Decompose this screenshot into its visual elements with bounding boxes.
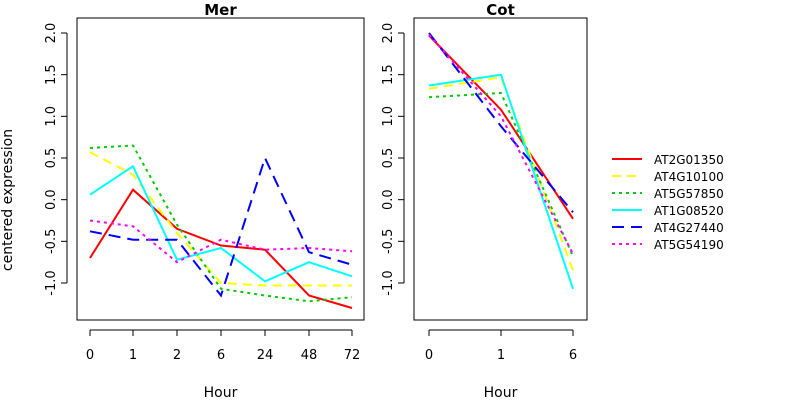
x-tick-label: 0 xyxy=(86,348,94,363)
y-tick-label: 2.0 xyxy=(44,23,59,44)
y-tick-label: 1.5 xyxy=(44,64,59,85)
plot-frame xyxy=(76,17,365,321)
series-line-at2g01350 xyxy=(89,188,353,309)
series-line-at4g27440 xyxy=(428,32,574,213)
series-line-at1g08520 xyxy=(428,73,574,290)
y-tick-label: 1.0 xyxy=(44,106,59,127)
x-tick-label: 6 xyxy=(569,348,577,363)
y-tick-label: -0.5 xyxy=(381,229,396,254)
legend: AT2G01350 AT4G10100 AT5G57850 AT1G08520 AT4G… xyxy=(612,153,724,252)
x-tick-label: 24 xyxy=(257,348,274,363)
x-tick-label: 1 xyxy=(497,348,505,363)
panel-title: Mer xyxy=(204,1,237,19)
panel-mer: Mer -1.0 -0.5 0.0 0.5 1.0 1.5 2.0 0 1 2 6 24 48 72 Hour xyxy=(44,1,365,400)
series-line-at1g08520 xyxy=(89,164,353,283)
x-axis-title: Hour xyxy=(204,385,238,400)
y-axis-title: centered expression xyxy=(0,129,16,271)
series-line-at4g10100 xyxy=(89,151,352,287)
legend-label: AT5G54190 xyxy=(654,238,724,252)
panel-title: Cot xyxy=(486,1,514,19)
x-tick-label: 2 xyxy=(173,348,181,363)
series-line-at5g57850 xyxy=(89,144,353,303)
x-tick-label: 0 xyxy=(425,348,433,363)
x-tick-label: 48 xyxy=(301,348,318,363)
y-tick-label: 1.0 xyxy=(381,106,396,127)
series-line-at4g10100 xyxy=(428,76,574,271)
x-tick-label: 1 xyxy=(129,348,137,363)
series-line-at5g54190 xyxy=(89,219,353,264)
panel-cot: Cot -1.0 -0.5 0.0 0.5 1.0 1.5 2.0 0 1 6 Hour xyxy=(381,1,588,400)
legend-label: AT2G01350 xyxy=(654,153,724,167)
series-line-at4g27440 xyxy=(89,155,353,298)
legend-label: AT4G10100 xyxy=(654,170,724,184)
y-tick-label: 1.5 xyxy=(381,64,396,85)
x-tick-label: 72 xyxy=(344,348,361,363)
series-line-at5g54190 xyxy=(428,34,574,255)
y-tick-label: 0.0 xyxy=(381,189,396,210)
y-tick-label: 0.5 xyxy=(381,148,396,169)
legend-label: AT1G08520 xyxy=(654,204,724,218)
series-line-at5g57850 xyxy=(428,91,574,257)
x-tick-label: 6 xyxy=(217,348,225,363)
y-tick-label: -1.0 xyxy=(381,270,396,295)
legend-label: AT4G27440 xyxy=(654,221,724,235)
y-tick-label: -1.0 xyxy=(44,270,59,295)
y-tick-label: 0.5 xyxy=(44,148,59,169)
legend-label: AT5G57850 xyxy=(654,187,724,201)
plot-frame xyxy=(413,17,588,321)
y-tick-label: 0.0 xyxy=(44,189,59,210)
y-tick-label: -0.5 xyxy=(44,229,59,254)
y-tick-label: 2.0 xyxy=(381,23,396,44)
x-axis-title: Hour xyxy=(484,385,518,400)
